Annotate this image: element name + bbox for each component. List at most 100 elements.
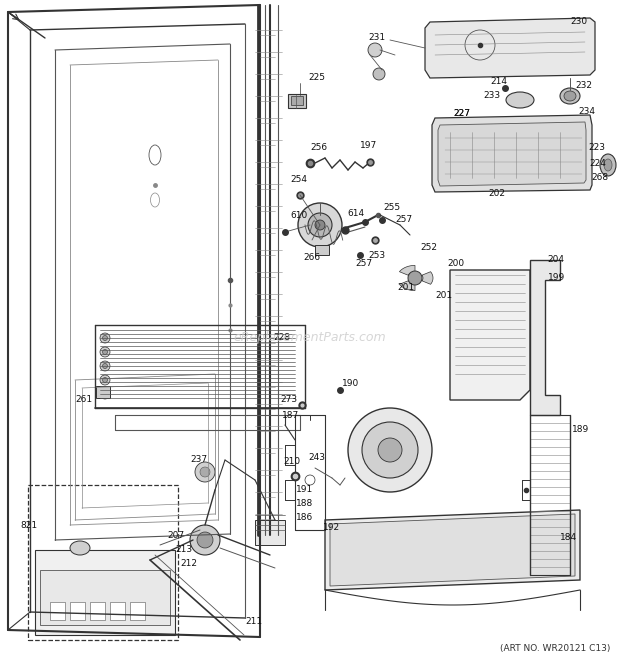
Circle shape <box>200 467 210 477</box>
Text: 227: 227 <box>453 108 470 118</box>
Bar <box>110 602 125 620</box>
Ellipse shape <box>70 541 90 555</box>
Text: 204: 204 <box>547 256 564 264</box>
Circle shape <box>298 203 342 247</box>
Text: 197: 197 <box>360 141 377 149</box>
Circle shape <box>102 364 107 368</box>
Bar <box>96 386 110 398</box>
Text: 223: 223 <box>588 143 605 153</box>
Text: 253: 253 <box>368 251 385 260</box>
Circle shape <box>100 333 110 343</box>
Polygon shape <box>399 266 415 275</box>
Text: 231: 231 <box>368 34 385 42</box>
Ellipse shape <box>600 154 616 176</box>
Ellipse shape <box>151 193 159 207</box>
Text: 210: 210 <box>283 457 300 467</box>
Text: 273: 273 <box>280 395 297 405</box>
Text: 207: 207 <box>167 531 184 539</box>
Polygon shape <box>450 270 530 400</box>
Text: 237: 237 <box>190 455 207 465</box>
Text: 211: 211 <box>245 617 262 627</box>
Circle shape <box>190 525 220 555</box>
Text: 261: 261 <box>75 395 92 405</box>
Circle shape <box>373 68 385 80</box>
Ellipse shape <box>506 92 534 108</box>
Text: 266: 266 <box>303 254 320 262</box>
Circle shape <box>315 220 325 230</box>
Circle shape <box>305 475 315 485</box>
Text: 202: 202 <box>488 188 505 198</box>
Circle shape <box>102 377 107 383</box>
Polygon shape <box>438 122 586 186</box>
Text: 232: 232 <box>575 81 592 89</box>
Text: 190: 190 <box>342 379 359 387</box>
Text: 214: 214 <box>490 77 507 87</box>
Bar <box>28 485 178 640</box>
Circle shape <box>100 361 110 371</box>
Text: 257: 257 <box>395 215 412 225</box>
Text: 200: 200 <box>447 258 464 268</box>
Polygon shape <box>530 260 560 415</box>
Text: 189: 189 <box>572 426 589 434</box>
Circle shape <box>378 438 402 462</box>
Bar <box>70 602 85 620</box>
Circle shape <box>348 408 432 492</box>
Circle shape <box>362 422 418 478</box>
Text: 254: 254 <box>290 176 307 184</box>
Bar <box>35 550 175 635</box>
Text: 225: 225 <box>308 73 325 83</box>
Ellipse shape <box>149 145 161 165</box>
Bar <box>315 245 329 255</box>
Text: (ART NO. WR20121 C13): (ART NO. WR20121 C13) <box>500 644 610 652</box>
Text: 228: 228 <box>273 332 290 342</box>
Circle shape <box>195 462 215 482</box>
Text: eReplacementParts.com: eReplacementParts.com <box>234 332 386 344</box>
Circle shape <box>102 391 107 397</box>
Bar <box>40 570 170 625</box>
Circle shape <box>308 213 332 237</box>
Ellipse shape <box>564 91 576 101</box>
Text: 243: 243 <box>308 453 325 463</box>
Bar <box>291 96 303 105</box>
Text: 252: 252 <box>420 243 437 253</box>
Bar <box>255 520 285 545</box>
Circle shape <box>368 43 382 57</box>
Text: 227: 227 <box>453 108 470 118</box>
Text: 213: 213 <box>175 545 192 555</box>
Circle shape <box>100 347 110 357</box>
Text: 234: 234 <box>578 108 595 116</box>
Text: 256: 256 <box>310 143 327 153</box>
Text: 255: 255 <box>383 202 400 212</box>
Text: 186: 186 <box>296 514 313 522</box>
Circle shape <box>197 532 213 548</box>
Text: 187: 187 <box>282 410 299 420</box>
Circle shape <box>408 271 422 285</box>
Text: 188: 188 <box>296 498 313 508</box>
Text: 224: 224 <box>589 159 606 167</box>
Circle shape <box>100 375 110 385</box>
Bar <box>288 94 306 108</box>
Text: 614: 614 <box>347 208 364 217</box>
Ellipse shape <box>560 88 580 104</box>
Polygon shape <box>422 272 433 284</box>
Text: 199: 199 <box>548 274 565 282</box>
Circle shape <box>102 336 107 340</box>
Circle shape <box>102 350 107 354</box>
Polygon shape <box>325 510 580 590</box>
Text: 201: 201 <box>397 284 414 293</box>
Text: 233: 233 <box>483 91 500 100</box>
Text: 201: 201 <box>435 290 452 299</box>
Text: 192: 192 <box>323 522 340 531</box>
Polygon shape <box>399 281 415 291</box>
Text: 191: 191 <box>296 485 313 494</box>
Text: 268: 268 <box>591 173 608 182</box>
Ellipse shape <box>604 159 612 171</box>
Polygon shape <box>330 514 575 586</box>
Text: 821: 821 <box>20 520 37 529</box>
Bar <box>50 602 65 620</box>
Bar <box>90 602 105 620</box>
Bar <box>130 602 145 620</box>
Text: 610: 610 <box>290 210 308 219</box>
Text: 212: 212 <box>180 559 197 568</box>
Polygon shape <box>425 18 595 78</box>
